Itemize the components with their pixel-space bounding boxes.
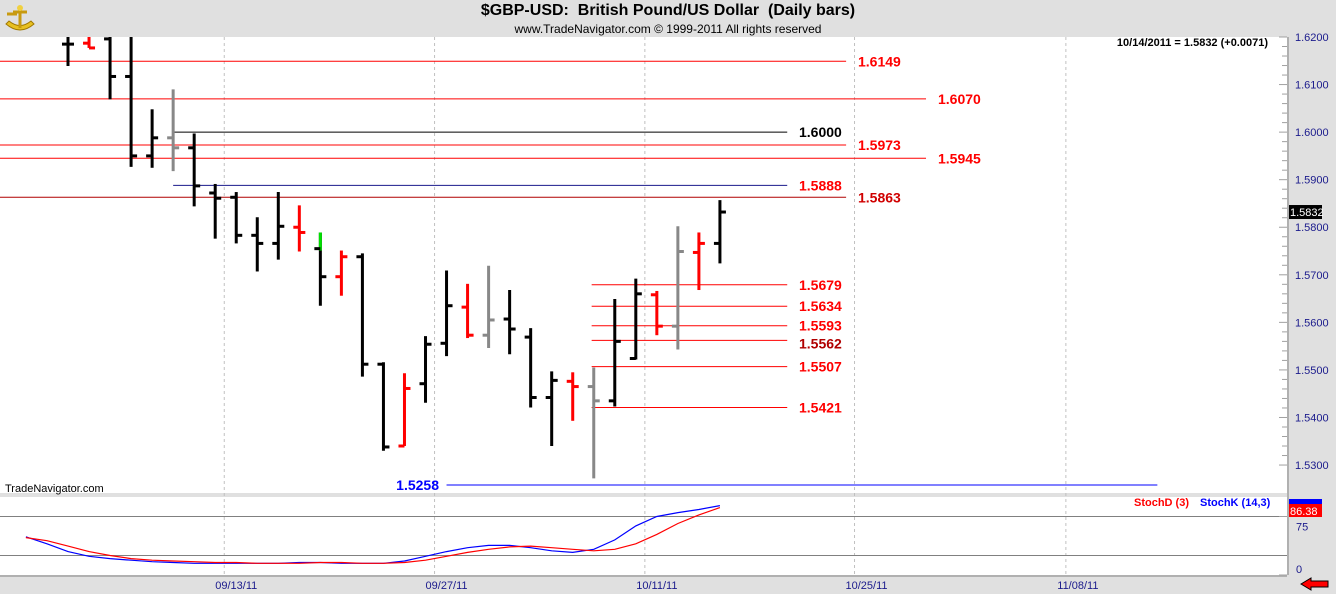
- ohlc-bar: [629, 278, 642, 361]
- price-tick-label: 1.6200: [1295, 32, 1329, 44]
- stoch-legend-item: StochD (3): [1134, 497, 1189, 509]
- stoch-legend-item: StochK (14,3): [1200, 497, 1271, 509]
- chart-title: $GBP-USD: British Pound/US Dollar (Daily…: [480, 2, 856, 19]
- ohlc-bar: [377, 362, 390, 451]
- date-tick-label: 10/25/11: [846, 580, 888, 592]
- level-label: 1.5562: [799, 336, 842, 352]
- stochd-value-label: 86.38: [1290, 506, 1318, 518]
- ohlc-bar: [293, 205, 306, 252]
- price-tick-label: 1.6000: [1295, 127, 1329, 139]
- level-label: 1.5888: [799, 177, 842, 193]
- ohlc-bar: [146, 109, 159, 168]
- ohlc-bar: [230, 192, 243, 244]
- stoch-tick-label: 75: [1296, 522, 1308, 534]
- price-tick-label: 1.5500: [1295, 365, 1329, 377]
- current-price-label: 1.5832: [1290, 207, 1324, 219]
- copyright-subtitle: www.TradeNavigator.com © 1999-2011 All r…: [514, 22, 822, 36]
- date-tick-label: 10/11/11: [636, 580, 677, 592]
- ohlc-bar: [167, 89, 180, 172]
- ohlc-bar: [503, 290, 516, 355]
- ohlc-bar: [356, 253, 369, 377]
- ohlc-bar: [62, 37, 74, 67]
- ohlc-bar: [461, 283, 474, 339]
- level-label: 1.5258: [396, 477, 439, 493]
- ohlc-bar: [587, 367, 600, 479]
- price-tick-label: 1.5700: [1295, 270, 1329, 282]
- price-tick-label: 1.5400: [1295, 412, 1329, 424]
- ohlc-bar: [713, 200, 726, 264]
- level-label: 1.5507: [799, 359, 842, 375]
- ohlc-bar: [188, 133, 201, 207]
- price-tick-label: 1.5300: [1295, 460, 1329, 472]
- ohlc-bar: [545, 371, 558, 447]
- ohlc-bar: [650, 290, 663, 336]
- level-label: 1.6070: [938, 91, 981, 107]
- level-label: 1.5863: [858, 189, 901, 205]
- info-readout: 10/14/2011 = 1.5832 (+0.0071): [1117, 37, 1268, 49]
- ohlc-bar: [608, 299, 621, 407]
- ohlc-bar: [524, 328, 537, 408]
- date-tick-label: 09/13/11: [215, 580, 257, 592]
- ohlc-bar: [125, 37, 138, 167]
- level-label: 1.6149: [858, 53, 901, 69]
- ohlc-bar: [251, 217, 264, 272]
- ohlc-bar: [398, 373, 411, 448]
- stochk-value-box: [1289, 499, 1322, 504]
- stochd-line: [25, 507, 721, 564]
- date-tick-label: 09/27/11: [426, 580, 468, 592]
- ohlc-bar: [83, 37, 96, 50]
- level-label: 1.5679: [799, 277, 842, 293]
- scroll-left-arrow-icon[interactable]: [1300, 577, 1332, 591]
- stoch-tick-label: 0: [1296, 564, 1302, 576]
- level-label: 1.5973: [858, 137, 901, 153]
- level-label: 1.5634: [799, 298, 842, 314]
- ohlc-bar: [209, 183, 222, 239]
- ohlc-bar: [482, 265, 495, 349]
- price-tick-label: 1.5600: [1295, 317, 1329, 329]
- level-label: 1.6000: [799, 124, 842, 140]
- ohlc-bar: [272, 192, 285, 260]
- ohlc-bar: [440, 270, 453, 357]
- price-tick-label: 1.5800: [1295, 222, 1329, 234]
- watermark-text: TradeNavigator.com: [5, 483, 104, 495]
- level-label: 1.5421: [799, 399, 842, 415]
- date-tick-label: 11/08/11: [1057, 580, 1098, 592]
- chart-header: $GBP-USD: British Pound/US Dollar (Daily…: [0, 0, 1336, 37]
- ohlc-bar: [104, 37, 117, 100]
- price-tick-label: 1.6100: [1295, 80, 1329, 92]
- price-tick-label: 1.5900: [1295, 175, 1329, 187]
- ohlc-bar: [335, 250, 348, 296]
- level-label: 1.5945: [938, 150, 981, 166]
- ohlc-bar: [419, 336, 432, 403]
- sextant-icon: [5, 5, 35, 31]
- ohlc-bar: [692, 232, 705, 291]
- level-label: 1.5593: [799, 318, 842, 334]
- ohlc-bar: [566, 372, 579, 421]
- ohlc-bar: [671, 226, 684, 350]
- ohlc-bar: [314, 232, 327, 306]
- stochd-value-box: [1289, 504, 1322, 517]
- price-panel: [0, 37, 1287, 493]
- current-price-box: [1289, 205, 1322, 220]
